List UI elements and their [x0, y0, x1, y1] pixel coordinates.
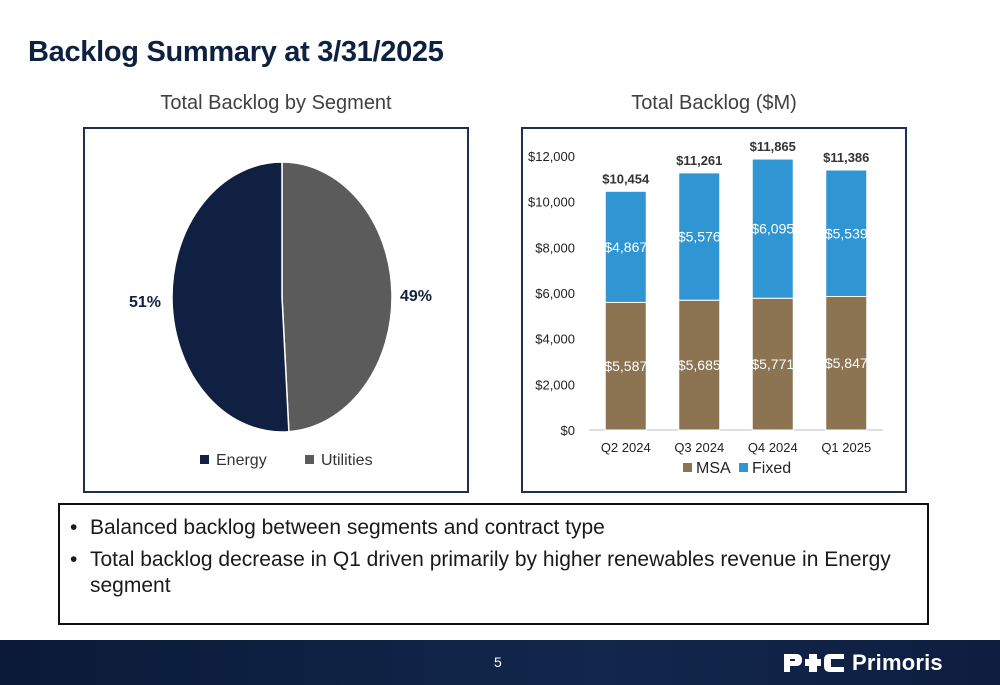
- bar-segment-msa: [604, 301, 647, 431]
- bar-data-label: $5,587: [604, 358, 647, 374]
- bar-segment-fixed: [751, 158, 794, 299]
- bar-data-label: $6,095: [751, 221, 794, 237]
- legend-label-fixed: Fixed: [752, 460, 791, 477]
- brand-name: Primoris: [852, 650, 943, 675]
- y-tick-label: $6,000: [535, 286, 575, 301]
- pie-label-utilities: 49%: [400, 288, 432, 305]
- pie-slice-utilities: [281, 161, 393, 433]
- page-title: Backlog Summary at 3/31/2025: [28, 36, 444, 68]
- primoris-logo: Primoris: [782, 650, 943, 676]
- legend-label-utilities: Utilities: [321, 452, 373, 469]
- x-tick-label: Q1 2025: [821, 440, 871, 455]
- bar-chart: $0 $2,000 $4,000 $6,000 $8,000 $10,000 $12,000…: [528, 139, 883, 477]
- page-number: 5: [494, 654, 502, 670]
- bullet-dot-icon: •: [70, 516, 78, 539]
- bullet-dot-icon: •: [70, 548, 78, 571]
- bar-data-label: $5,847: [825, 355, 868, 371]
- bar-segment-fixed: [678, 172, 721, 301]
- legend-label-energy: Energy: [216, 452, 267, 469]
- y-tick-label: $8,000: [535, 240, 575, 255]
- pie-chart-panel: 51% 49% Energy Utilities: [83, 127, 469, 493]
- x-tick-label: Q4 2024: [748, 440, 798, 455]
- y-tick-label: $2,000: [535, 377, 575, 392]
- bar-data-label: $5,576: [678, 229, 721, 245]
- bullet-item: • Total backlog decrease in Q1 driven pr…: [70, 547, 909, 599]
- bar-data-label: $4,867: [604, 239, 647, 255]
- y-tick-label: $10,000: [528, 195, 575, 210]
- pie-chart: 51% 49% Energy Utilities: [129, 161, 432, 469]
- y-tick-label: $4,000: [535, 332, 575, 347]
- legend-swatch-fixed: [739, 463, 748, 472]
- bullet-text: Balanced backlog between segments and co…: [90, 516, 605, 539]
- legend-label-msa: MSA: [696, 460, 731, 477]
- bar-segment-msa: [825, 295, 868, 431]
- bar-total-label: $11,865: [750, 139, 796, 154]
- bar-segment-fixed: [825, 169, 868, 297]
- bar-data-label: $5,685: [678, 357, 721, 373]
- x-tick-label: Q3 2024: [674, 440, 724, 455]
- y-tick-label: $12,000: [528, 149, 575, 164]
- bar-segment-fixed: [604, 190, 647, 303]
- x-tick-label: Q2 2024: [601, 440, 651, 455]
- bar-chart-title: Total Backlog ($M): [631, 92, 797, 114]
- primoris-logo-icon: [784, 654, 844, 672]
- bar-data-label: $5,539: [825, 225, 868, 241]
- pie-label-energy: 51%: [129, 294, 161, 311]
- pie-chart-title: Total Backlog by Segment: [160, 92, 392, 114]
- summary-bullets: • Balanced backlog between segments and …: [58, 503, 929, 625]
- bullet-item: • Balanced backlog between segments and …: [70, 515, 909, 541]
- y-tick-label: $0: [561, 423, 575, 438]
- bar-segment-msa: [751, 297, 794, 431]
- bullet-text: Total backlog decrease in Q1 driven prim…: [90, 548, 891, 597]
- bar-chart-panel: $0 $2,000 $4,000 $6,000 $8,000 $10,000 $12,000…: [521, 127, 907, 493]
- bar-total-label: $11,261: [676, 153, 722, 168]
- legend-swatch-msa: [683, 463, 692, 472]
- bar-total-label: $10,454: [602, 171, 650, 186]
- pie-slice-energy: [171, 161, 290, 433]
- footer-bar: 5 Primoris: [0, 640, 1000, 685]
- legend-swatch-utilities: [305, 455, 314, 464]
- bar-data-label: $5,771: [751, 356, 794, 372]
- bar-total-label: $11,386: [823, 150, 869, 165]
- legend-swatch-energy: [200, 455, 209, 464]
